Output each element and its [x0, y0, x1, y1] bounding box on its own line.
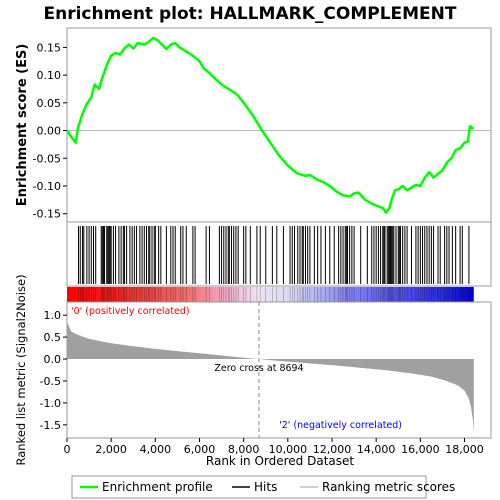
metric-y-tick-label: -1.5: [40, 419, 61, 432]
zero-cross-label: Zero cross at 8694: [214, 363, 303, 374]
x-tick-label: 2,000: [95, 443, 127, 456]
positive-correlation-label: '0' (positively correlated): [71, 306, 190, 317]
es-y-tick-label: 0.10: [37, 69, 62, 82]
es-y-tick-label: 0.15: [37, 41, 62, 54]
metric-y-tick-label: -0.5: [40, 375, 61, 388]
x-tick-label: 6,000: [184, 443, 216, 456]
legend-hits: Hits: [254, 480, 277, 494]
es-plot-frame: [66, 27, 492, 223]
es-y-tick-label: -0.15: [33, 208, 61, 221]
metric-y-tick-label: 0.5: [44, 331, 62, 344]
x-tick-label: 4,000: [140, 443, 172, 456]
enrichment-profile-line: [65, 36, 475, 214]
negative-correlation-label: '2' (negatively correlated): [279, 420, 402, 431]
x-tick-label: 0: [64, 443, 71, 456]
x-axis-label: Rank in Ordered Dataset: [206, 454, 354, 468]
x-tick-label: 8,000: [228, 443, 260, 456]
ranking-bar-hit-ticks: [78, 287, 470, 302]
legend-enrichment-profile: Enrichment profile: [102, 480, 213, 494]
x-tick-label: 10,000: [269, 443, 308, 456]
x-axis: 0 2,000 4,000 6,000 8,000 10,000 12,000 14,000 1…: [64, 438, 484, 456]
x-tick-label: 18,000: [445, 443, 484, 456]
x-tick-label: 14,000: [357, 443, 396, 456]
metric-y-tick-label: -1.0: [40, 397, 61, 410]
metric-y-tick-label: 1.0: [44, 309, 62, 322]
metric-y-tick-label: 0.0: [44, 353, 62, 366]
es-y-tick-label: -0.10: [33, 180, 61, 193]
legend-ranking-metric-scores: Ranking metric scores: [322, 480, 455, 494]
metric-y-axis: 1.0 0.5 0.0 -0.5 -1.0 -1.5: [40, 309, 67, 432]
es-y-tick-label: -0.05: [33, 152, 61, 165]
legend: Enrichment profile Hits Ranking metric s…: [71, 475, 455, 499]
es-y-axis-label: Enrichment score (ES): [15, 44, 30, 207]
es-panel: -0.15 -0.10 -0.05 0.00 0.05 0.10 0.15 Enrichme…: [15, 27, 492, 223]
hit-markers: [77, 226, 470, 284]
x-tick-label: 16,000: [401, 443, 440, 456]
hits-panel: [66, 221, 492, 287]
metric-panel: 1.0 0.5 0.0 -0.5 -1.0 -1.5 '0' (positively co…: [14, 274, 492, 466]
ranking-color-bar: [67, 287, 474, 302]
ranking-gradient: [67, 287, 474, 302]
x-tick-label: 12,000: [313, 443, 352, 456]
es-y-tick-label: 0.05: [37, 97, 62, 110]
chart-title: Enrichment plot: HALLMARK_COMPLEMENT: [43, 4, 456, 24]
es-y-axis: -0.15 -0.10 -0.05 0.00 0.05 0.10 0.15: [33, 41, 67, 221]
es-y-tick-label: 0.00: [37, 125, 62, 138]
metric-y-axis-label: Ranked list metric (Signal2Noise): [14, 274, 28, 465]
